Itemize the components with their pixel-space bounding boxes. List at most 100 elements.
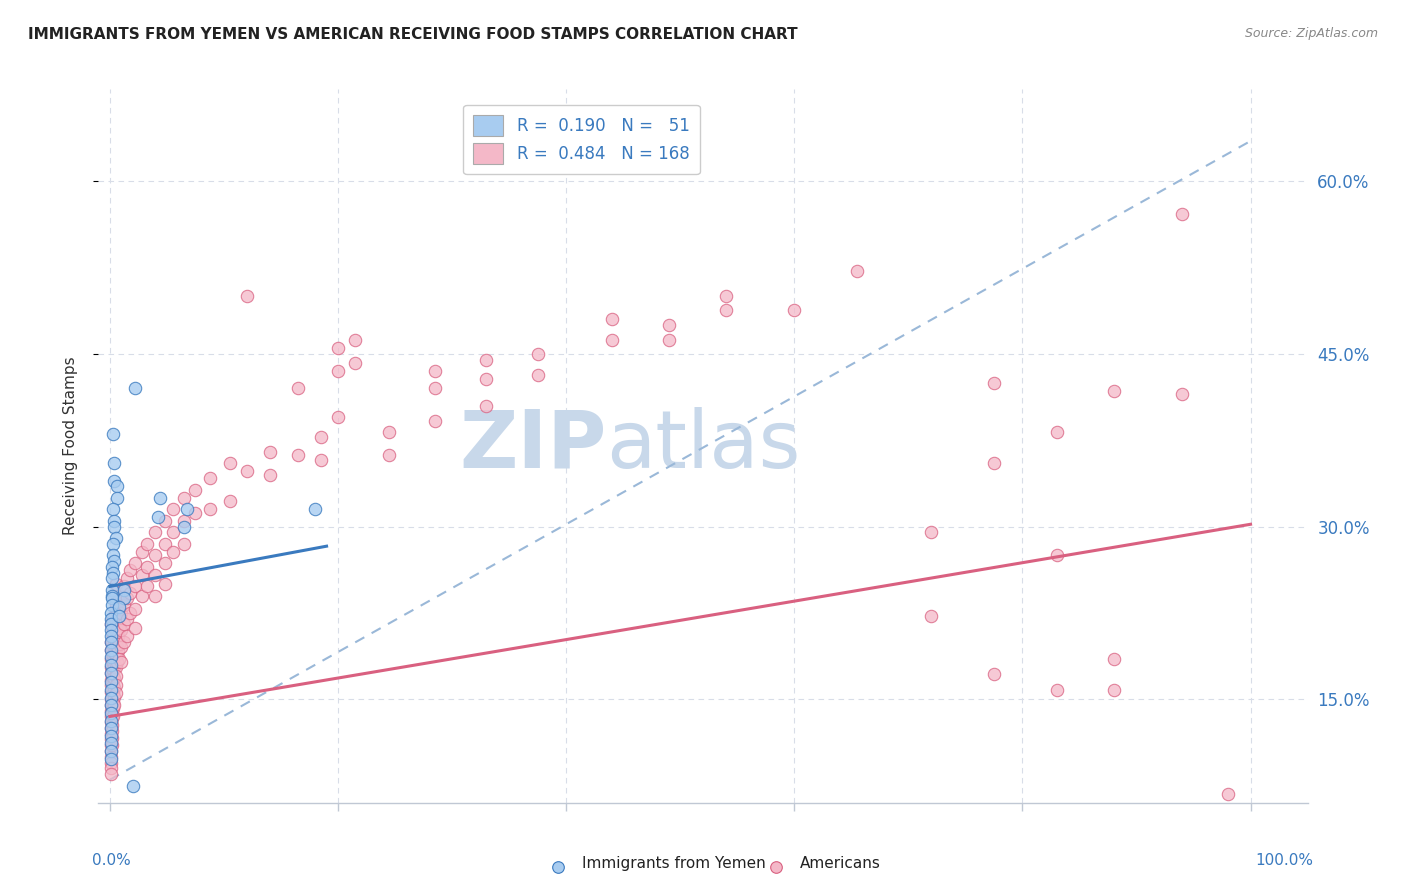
Point (1102, 384, 1125, 398)
Point (124, 579, 146, 593)
Point (423, 414, 446, 428)
Point (101, 591, 124, 605)
Point (1171, 387, 1194, 401)
Point (107, 644, 129, 658)
Point (100, 673, 122, 687)
Point (101, 669, 124, 683)
Point (103, 566, 125, 580)
Point (100, 629, 122, 643)
Point (121, 779, 143, 793)
Point (100, 675, 122, 690)
Point (100, 721, 122, 735)
Point (100, 715, 122, 730)
Point (1046, 549, 1069, 563)
Point (115, 612, 138, 626)
Point (112, 591, 135, 605)
Text: 0.0%: 0.0% (93, 853, 131, 868)
Point (136, 559, 159, 574)
Point (103, 686, 125, 700)
Point (112, 617, 135, 632)
Point (475, 372, 498, 386)
Point (131, 568, 153, 582)
Point (103, 614, 125, 628)
Point (108, 609, 131, 624)
Point (108, 600, 131, 615)
Point (101, 634, 124, 648)
Point (112, 598, 135, 612)
Point (100, 752, 122, 766)
Point (104, 614, 127, 628)
Point (1102, 683, 1125, 698)
Point (131, 589, 153, 603)
Point (101, 620, 124, 634)
Point (1216, 787, 1239, 801)
Point (100, 749, 122, 764)
Point (145, 525, 167, 540)
Point (103, 514, 125, 528)
Point (104, 577, 127, 591)
Point (153, 577, 176, 591)
Point (101, 683, 124, 698)
Point (100, 698, 122, 712)
Point (100, 623, 122, 637)
Text: atlas: atlas (606, 407, 800, 485)
Point (104, 648, 127, 663)
Point (100, 714, 122, 728)
Point (423, 381, 446, 395)
Point (104, 686, 127, 700)
Point (100, 685, 122, 699)
Point (309, 430, 332, 444)
Point (378, 425, 401, 440)
Point (145, 549, 167, 563)
Point (108, 652, 131, 666)
Point (103, 502, 125, 516)
Point (103, 474, 125, 488)
Point (101, 697, 124, 711)
Point (103, 672, 125, 686)
Point (136, 537, 159, 551)
Point (162, 545, 184, 559)
Point (173, 491, 195, 505)
Point (101, 704, 124, 718)
Point (104, 678, 127, 692)
Point (100, 706, 122, 720)
Point (153, 514, 176, 528)
Point (101, 676, 124, 690)
Point (100, 698, 122, 712)
Point (101, 711, 124, 725)
Point (326, 341, 349, 355)
Point (115, 629, 138, 643)
Point (103, 698, 125, 712)
Point (153, 557, 176, 571)
Point (100, 660, 122, 674)
Point (173, 537, 195, 551)
Point (112, 634, 135, 648)
Point (103, 640, 125, 654)
Point (108, 602, 131, 616)
Point (124, 621, 146, 635)
Point (200, 502, 222, 516)
Point (104, 531, 127, 545)
Point (101, 738, 124, 752)
Point (100, 678, 122, 692)
Point (100, 727, 122, 741)
Point (153, 537, 176, 551)
Point (108, 621, 131, 635)
Point (100, 652, 122, 666)
Point (136, 579, 159, 593)
Point (658, 318, 681, 333)
Point (526, 368, 548, 382)
Point (145, 589, 167, 603)
Point (658, 333, 681, 347)
Point (100, 642, 122, 657)
Point (100, 649, 122, 664)
Point (920, 609, 942, 624)
Point (112, 582, 135, 597)
Point (101, 731, 124, 746)
Point (103, 629, 125, 643)
Point (124, 602, 146, 616)
Point (105, 623, 128, 637)
Point (104, 637, 127, 651)
Point (162, 502, 184, 516)
Point (105, 606, 128, 620)
